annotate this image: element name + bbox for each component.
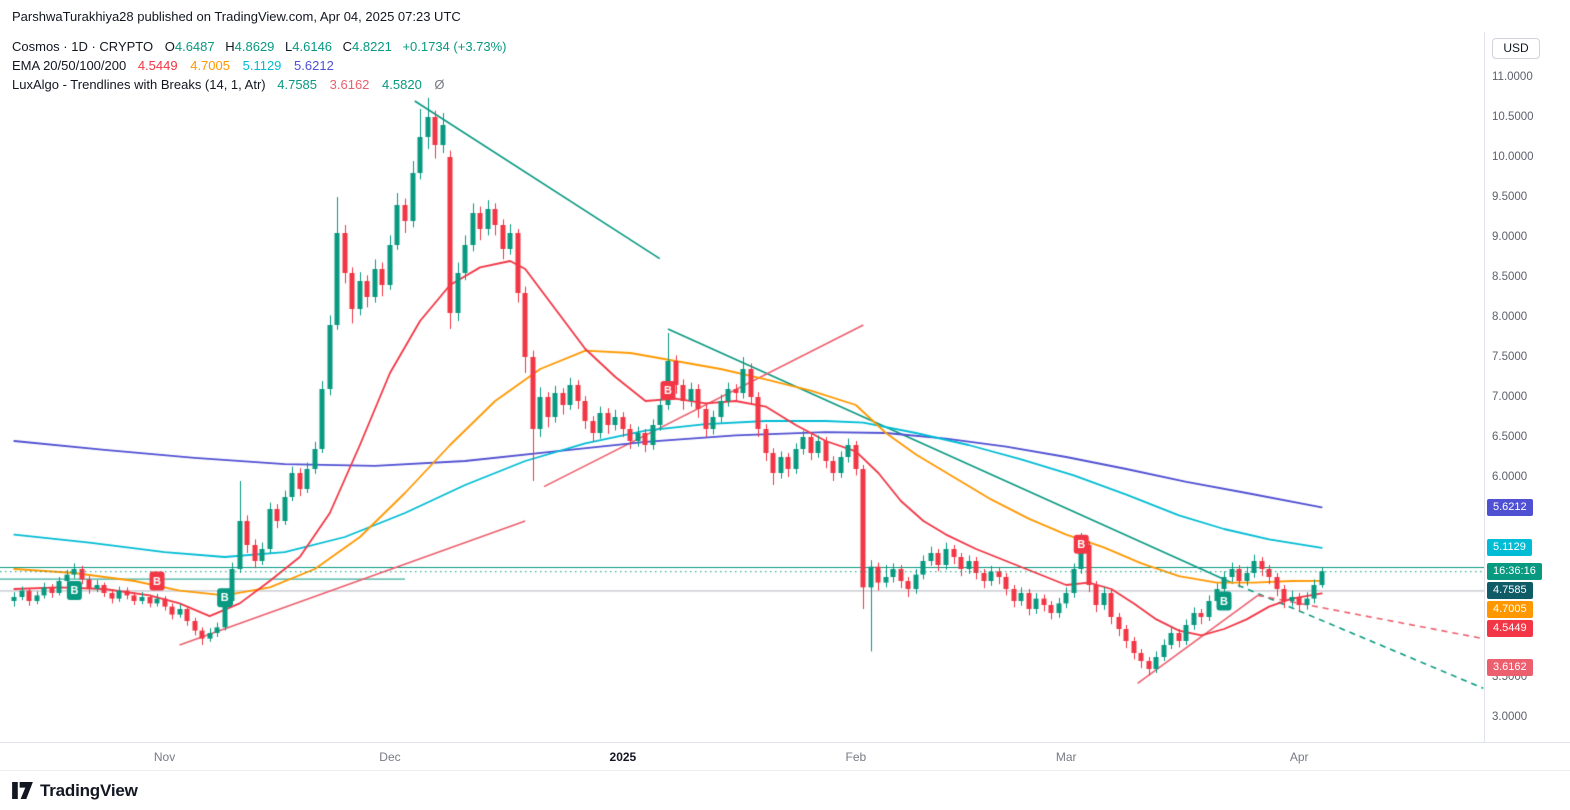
time-axis-label: Apr [1289,750,1309,764]
publish-info: ParshwaTurakhiya28 published on TradingV… [12,8,461,24]
time-axis-label: Feb [845,750,867,764]
price-axis-label: 10.0000 [1492,151,1534,163]
footer: TradingView [0,770,1570,810]
ema20-badge: 4.5449 [1487,619,1533,637]
ema100-badge: 5.1129 [1487,539,1532,557]
price-axis-label: 8.5000 [1492,271,1528,283]
time-axis-label: Nov [153,750,176,764]
lux-avg-value: 4.5820 [382,77,422,92]
price-axis-label: 3.0000 [1492,711,1528,723]
price-change: +0.1734 (+3.73%) [402,39,507,54]
chart-region: Cosmos · 1D · CRYPTO O4.6487 H4.8629 L4.… [0,32,1570,770]
price-axis-label: 8.0000 [1492,311,1528,323]
ema200-badge: 5.6212 [1487,498,1533,516]
ema-legend-row: EMA 20/50/100/200 4.5449 4.7005 5.1129 5… [12,56,507,75]
open-value: O4.6487 [164,39,215,54]
price-axis-label: 9.5000 [1492,191,1528,203]
luxalgo-indicator-title[interactable]: LuxAlgo - Trendlines with Breaks (14, 1,… [12,77,266,92]
luxalgo-legend-row: LuxAlgo - Trendlines with Breaks (14, 1,… [12,75,507,94]
close-value: C4.8221 [342,39,392,54]
countdown-badge: 16:36:16 [1487,562,1542,580]
publish-header: ParshwaTurakhiya28 published on TradingV… [0,0,1570,32]
price-axis-label: 7.0000 [1492,391,1528,403]
ema50-badge: 4.7005 [1487,600,1533,618]
ema100-value: 5.1129 [242,58,282,73]
lux-upper-badge: 4.7585 [1487,581,1533,599]
symbol-title[interactable]: Cosmos · 1D · CRYPTO [12,39,154,54]
lux-upper-value: 4.7585 [277,77,318,92]
high-value: H4.8629 [225,39,275,54]
price-axis-label: 6.5000 [1492,431,1528,443]
price-axis-label: 11.0000 [1492,71,1533,83]
tradingview-brand[interactable]: TradingView [40,780,138,800]
price-chart-canvas[interactable] [0,32,1484,742]
symbol-legend-row: Cosmos · 1D · CRYPTO O4.6487 H4.8629 L4.… [12,37,507,56]
price-axis-label: 6.0000 [1492,471,1528,483]
lux-lower-badge: 3.6162 [1487,659,1533,677]
low-value: L4.6146 [285,39,333,54]
ema-indicator-title[interactable]: EMA 20/50/100/200 [12,58,127,73]
lux-avg-symbol: Ø [434,77,445,92]
time-axis-label: 2025 [609,750,637,764]
ema50-value: 4.7005 [190,58,230,73]
price-axis-label: 10.5000 [1492,111,1534,123]
lux-lower-value: 3.6162 [329,77,370,92]
ema20-value: 4.5449 [137,58,178,73]
ema200-value: 5.6212 [294,58,334,73]
time-axis[interactable]: Nov Dec 2025 Feb Mar Apr [0,742,1570,770]
tradingview-logo-icon[interactable] [12,782,33,799]
price-axis-label: 9.0000 [1492,231,1528,243]
time-axis-label: Dec [379,750,401,764]
time-axis-label: Mar [1055,750,1077,764]
currency-toggle-button[interactable]: USD [1492,38,1540,59]
price-axis-label: 7.5000 [1492,351,1528,363]
price-axis[interactable]: USD 11.0000 10.5000 10.0000 9.5000 9.0000 8.5… [1484,32,1570,742]
chart-legend: Cosmos · 1D · CRYPTO O4.6487 H4.8629 L4.… [12,37,507,94]
